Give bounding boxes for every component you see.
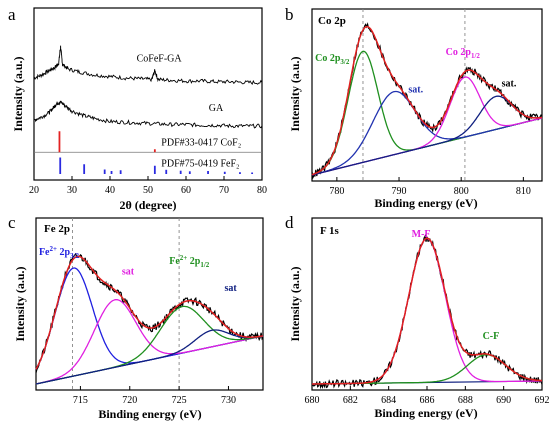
peak-label: Co 2p1/2	[446, 47, 481, 60]
envelope-fit-line	[312, 237, 543, 385]
panel-b-xlabel: Binding energy (eV)	[374, 196, 477, 210]
xtick-label: 50	[143, 185, 153, 196]
peak-label: Co 2p3/2	[315, 53, 350, 66]
xtick-label: 30	[67, 185, 77, 196]
xtick-label: 686	[420, 395, 435, 406]
xtick-label: 692	[535, 395, 550, 406]
peak-label: sat.	[408, 85, 423, 96]
panel-d-title: F 1s	[320, 225, 340, 237]
xtick-label: 780	[329, 186, 344, 197]
panel-d-ylabel: Intensity (a.u.)	[288, 266, 302, 341]
xtick-label: 80	[257, 185, 267, 196]
panel-c-ticks: 715 720 725 730	[73, 386, 236, 406]
panel-b-title: Co 2p	[318, 15, 346, 27]
series-label: PDF#33-0417 CoF₂	[161, 138, 241, 149]
xtick-label: 690	[496, 395, 511, 406]
peak-label: sat	[225, 283, 238, 294]
fit-component-peak	[312, 237, 542, 385]
panel-a-ylabel: Intensity (a.u.)	[11, 56, 25, 131]
xtick-label: 800	[454, 186, 469, 197]
peak-label: Fe2+ 2p3/2	[39, 245, 80, 260]
raw-spectrum-line	[35, 252, 264, 373]
panel-c-xlabel: Binding energy (eV)	[98, 407, 201, 421]
panel-c-title: Fe 2p	[44, 223, 70, 235]
xtick-label: 682	[343, 395, 358, 406]
xtick-label: 810	[516, 186, 531, 197]
panel-d-plot: M-F C-F	[311, 229, 543, 390]
panel-a-plot: CoFeF-GA GA PDF#33-0417 CoF₂ PDF#75-0419 Fe…	[33, 45, 263, 174]
fit-component-peak	[311, 90, 543, 176]
xtick-label: 60	[181, 185, 191, 196]
panel-c-frame	[35, 217, 264, 391]
peak-label: sat	[122, 267, 135, 278]
xtick-label: 40	[105, 185, 115, 196]
fit-component-peak	[311, 95, 543, 176]
panel-c-plot: Fe2+ 2p3/2 sat Fe2+ 2p1/2 sat	[35, 218, 264, 390]
xrd-series-line	[33, 100, 263, 129]
panel-letter-c: c	[8, 213, 16, 232]
panel-d-frame	[311, 217, 543, 391]
panel-a-frame	[33, 7, 263, 181]
series-label: PDF#75-0419 FeF₂	[161, 159, 239, 170]
xtick-label: 725	[172, 395, 187, 406]
panel-a: a CoFeF-GA GA PDF#33-0417 CoF₂ PDF#75-0419 …	[8, 5, 267, 212]
panel-a-xlabel: 2θ (degree)	[119, 198, 176, 212]
peak-label: C-F	[483, 331, 500, 342]
fit-component-peak	[35, 305, 264, 385]
panel-c-ylabel: Intensity (a.u.)	[13, 266, 27, 341]
fit-component-peak	[311, 50, 543, 176]
xtick-label: 688	[458, 395, 473, 406]
peak-label: sat.	[502, 79, 517, 90]
xtick-label: 684	[381, 395, 396, 406]
panel-letter-b: b	[285, 5, 294, 24]
panel-letter-d: d	[285, 213, 294, 232]
series-label: GA	[209, 103, 224, 114]
fit-component-peak	[35, 299, 264, 385]
peak-label: Fe2+ 2p1/2	[169, 254, 210, 269]
raw-spectrum-line	[311, 234, 543, 390]
envelope-fit-line	[35, 255, 264, 370]
xtick-label: 70	[219, 185, 229, 196]
panel-b-frame	[311, 8, 543, 182]
envelope-fit-line	[311, 25, 543, 176]
panel-b-plot: Co 2p3/2 sat. Co 2p1/2 sat.	[311, 9, 543, 181]
panel-d: d M-F C-F 680 682 684 686 688 690 692 F 1s Bind…	[285, 213, 550, 420]
panel-b-ticks: 780 790 800 810	[329, 177, 531, 197]
xtick-label: 680	[305, 395, 320, 406]
panel-d-xlabel: Binding energy (eV)	[374, 406, 477, 420]
xtick-label: 730	[221, 395, 236, 406]
xtick-label: 790	[392, 186, 407, 197]
xrd-series-line	[33, 45, 263, 86]
panel-a-ticks: 20 30 40 50 60 70 80	[29, 176, 267, 196]
fit-component-peak	[35, 329, 264, 385]
series-label: CoFeF-GA	[137, 54, 183, 65]
xtick-label: 715	[73, 395, 88, 406]
xtick-label: 720	[122, 395, 137, 406]
xtick-label: 20	[29, 185, 39, 196]
panel-b-ylabel: Intensity (a.u.)	[288, 56, 302, 131]
peak-label: M-F	[412, 229, 431, 240]
panel-letter-a: a	[8, 5, 16, 24]
panel-d-ticks: 680 682 684 686 688 690 692	[305, 386, 550, 406]
panel-c: c Fe2+ 2p3/2 sat Fe2+ 2p1/2 sat 715 720 725 73…	[8, 213, 264, 421]
